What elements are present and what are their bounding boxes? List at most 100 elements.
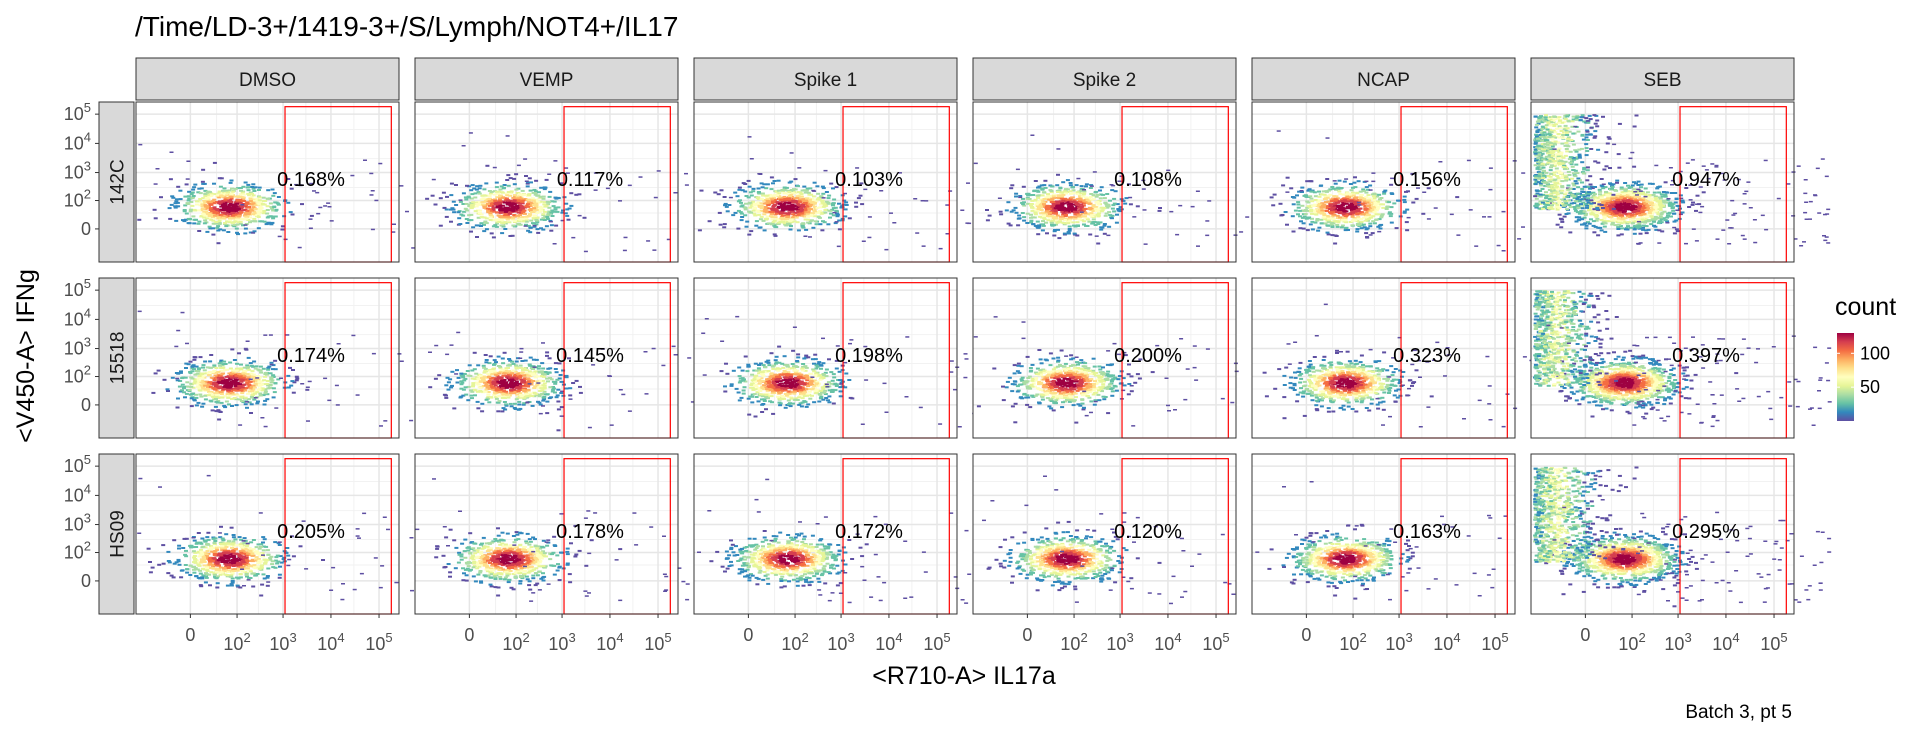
density-bin xyxy=(1631,219,1635,221)
density-bin xyxy=(266,198,270,200)
density-bin xyxy=(1390,193,1394,195)
density-bin xyxy=(526,185,530,187)
column-strip-label: NCAP xyxy=(1357,70,1410,91)
density-bin xyxy=(1041,229,1045,231)
density-bin xyxy=(1125,197,1129,199)
density-bin xyxy=(750,195,754,197)
density-bin xyxy=(1673,232,1677,234)
density-bin xyxy=(1052,216,1056,218)
y-tick-label: 103 xyxy=(64,159,91,183)
density-bin xyxy=(857,197,861,199)
density-bin xyxy=(1336,226,1340,228)
density-bin xyxy=(493,194,497,196)
density-bin xyxy=(208,226,212,228)
density-bin xyxy=(509,205,513,207)
density-bin xyxy=(1046,210,1050,212)
density-bin xyxy=(270,216,274,218)
x-axis-label: <R710-A> IL17a xyxy=(872,662,1056,690)
density-bin xyxy=(1320,209,1324,211)
density-bin xyxy=(1178,205,1182,207)
density-bin xyxy=(269,202,273,204)
density-bin xyxy=(1576,207,1580,209)
density-bin xyxy=(1070,186,1074,188)
density-bin xyxy=(271,189,275,191)
density-bin xyxy=(231,206,235,208)
density-bin xyxy=(154,217,158,219)
density-bin xyxy=(752,210,756,212)
density-bin xyxy=(1143,209,1147,211)
density-bin xyxy=(474,210,478,212)
density-bin xyxy=(224,209,228,211)
density-bin xyxy=(193,219,197,221)
density-bin xyxy=(803,202,807,204)
density-bin xyxy=(1344,194,1348,196)
density-bin xyxy=(452,209,456,211)
density-bin xyxy=(1007,223,1011,225)
gate-percentage-label: 0.117% xyxy=(557,169,624,191)
density-bin xyxy=(1403,196,1407,198)
density-bin xyxy=(174,220,178,222)
density-bin xyxy=(1623,206,1627,208)
density-bin xyxy=(1633,126,1637,128)
density-bin xyxy=(1606,197,1610,199)
density-bin xyxy=(1021,198,1025,200)
density-bin xyxy=(315,192,319,194)
density-bin xyxy=(506,219,510,221)
density-bin xyxy=(1064,212,1068,214)
density-bin xyxy=(1696,195,1700,197)
density-bin xyxy=(488,195,492,197)
density-bin xyxy=(499,216,503,218)
density-bin xyxy=(185,213,189,215)
density-bin xyxy=(1598,227,1602,229)
density-bin xyxy=(191,192,195,194)
density-bin xyxy=(778,206,782,208)
density-bin xyxy=(1632,188,1636,190)
density-bin xyxy=(1065,199,1069,201)
density-bin xyxy=(1331,211,1335,213)
density-bin xyxy=(170,195,174,197)
density-bin xyxy=(452,211,456,213)
density-bin xyxy=(810,219,814,221)
density-bin xyxy=(1373,197,1377,199)
density-bin xyxy=(471,226,475,228)
density-bin xyxy=(1377,231,1381,233)
gate-percentage-label: 0.168% xyxy=(277,169,345,191)
density-bin xyxy=(490,232,494,234)
density-bin xyxy=(1049,199,1053,201)
density-bin xyxy=(733,192,737,194)
density-bin xyxy=(480,216,484,218)
density-bin xyxy=(517,224,521,226)
density-bin xyxy=(1663,194,1667,196)
density-bin xyxy=(1534,134,1538,136)
density-bin xyxy=(1021,212,1025,214)
density-bin xyxy=(797,229,801,231)
density-bin xyxy=(757,188,761,190)
density-bin xyxy=(1132,216,1136,218)
density-bin xyxy=(185,183,189,185)
density-bin xyxy=(1094,191,1098,193)
density-bin xyxy=(534,204,538,206)
density-bin xyxy=(350,175,354,177)
density-bin xyxy=(516,196,520,198)
density-bin xyxy=(1624,204,1628,206)
density-bin xyxy=(210,204,214,206)
density-bin xyxy=(528,177,532,179)
density-bin xyxy=(229,194,233,196)
density-bin xyxy=(1052,235,1056,237)
density-bin xyxy=(829,183,833,185)
density-bin xyxy=(1488,216,1492,218)
density-bin xyxy=(244,182,248,184)
density-bin xyxy=(1646,191,1650,193)
density-bin xyxy=(210,210,214,212)
density-bin xyxy=(221,201,225,203)
row-strip-label: 142C xyxy=(108,159,129,204)
density-bin xyxy=(741,189,745,191)
density-bin xyxy=(1344,229,1348,231)
density-bin xyxy=(761,186,765,188)
density-bin xyxy=(526,199,530,201)
density-bin xyxy=(1314,195,1318,197)
density-bin xyxy=(822,187,826,189)
density-bin xyxy=(844,208,848,210)
density-bin xyxy=(1020,202,1024,204)
density-bin xyxy=(1624,213,1628,215)
